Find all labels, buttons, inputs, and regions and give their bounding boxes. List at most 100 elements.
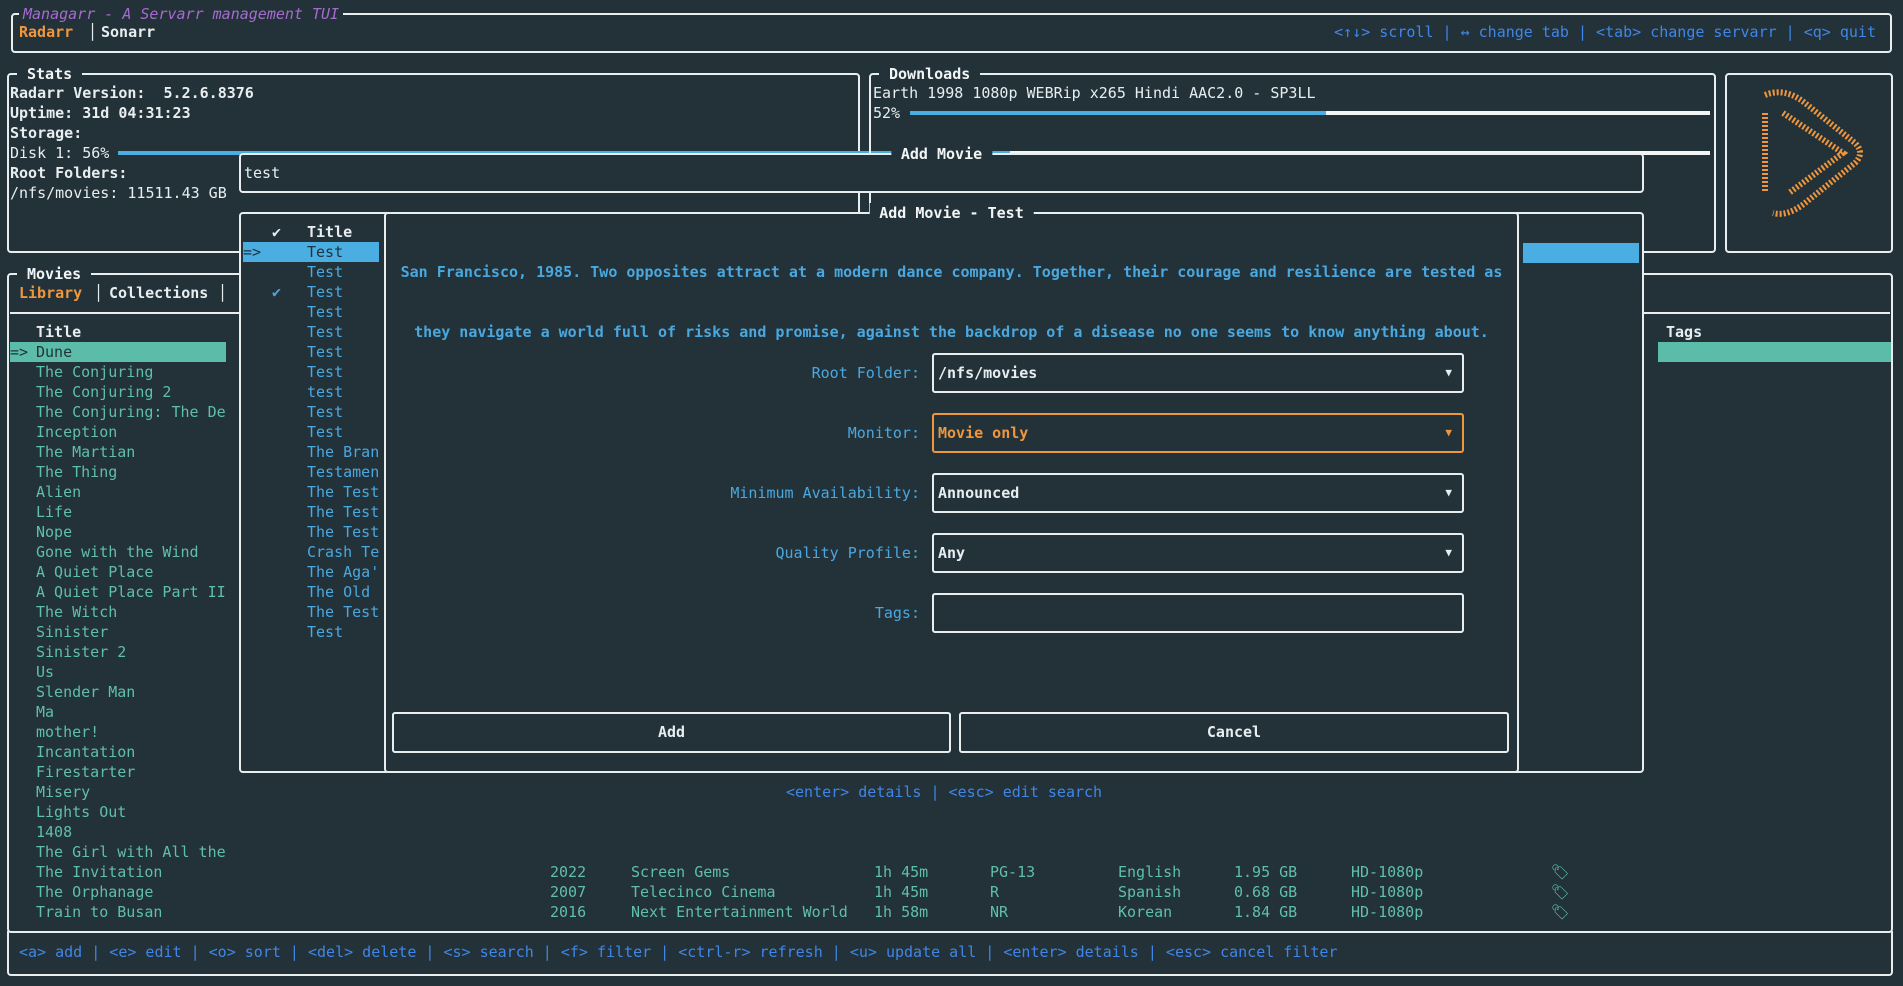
movie-list-item[interactable]: Life [10,502,226,522]
movie-list-item[interactable]: The Conjuring 2 [10,382,226,402]
result-item[interactable]: The Aga' [243,562,379,582]
movie-list-item[interactable]: A Quiet Place Part II [10,582,226,602]
movie-list-item[interactable]: Lights Out [10,802,226,822]
tab-divider: │ [88,23,98,41]
movie-list-item[interactable]: Misery [10,782,226,802]
movies-title: Movies [17,264,92,284]
movie-list-item[interactable]: => Dune [10,342,226,362]
movie-list-item[interactable]: Firestarter [10,762,226,782]
result-item[interactable]: Testamen [243,462,379,482]
result-title: Test [307,263,344,281]
cell-title: The Invitation [36,863,163,881]
movie-list-item[interactable]: Incantation [10,742,226,762]
result-item[interactable]: The Bran [243,442,379,462]
movie-list-item[interactable]: Inception [10,422,226,442]
version-label-text: Radarr Version: [10,84,146,102]
result-title: Test [307,323,344,341]
movie-list-item[interactable]: Us [10,662,226,682]
tab-sonarr[interactable]: Sonarr [101,23,156,41]
result-item[interactable]: Test [243,322,379,342]
root-folder-dropdown[interactable]: /nfs/movies ▼ [932,353,1464,393]
stats-title: Stats [17,64,83,84]
downloads-title: Downloads [879,64,981,84]
movie-title: Gone with the Wind [36,543,199,561]
movie-list-item[interactable]: The Martian [10,442,226,462]
column-check: ✔ [272,223,282,241]
header-panel: Managarr - A Servarr management TUI [11,4,1892,53]
add-button[interactable]: Add [392,712,951,753]
movie-title: Life [36,503,73,521]
movie-list-item[interactable]: The Thing [10,462,226,482]
movie-title: The Martian [36,443,136,461]
results-help: <enter> details | <esc> edit search [786,783,1103,801]
add-movie-modal: Add Movie - Test [384,203,1519,773]
result-item[interactable]: Test [243,262,379,282]
movie-list-item[interactable]: Slender Man [10,682,226,702]
result-title: Test [307,623,344,641]
result-item[interactable]: The Old [243,582,379,602]
quality-profile-value: Any [938,544,966,562]
tab-library[interactable]: Library [19,284,83,302]
movie-list-item[interactable]: Ma [10,702,226,722]
tab-radarr[interactable]: Radarr [19,23,74,41]
result-item[interactable]: Test [243,362,379,382]
movie-list-item[interactable]: 1408 [10,822,226,842]
result-title: Test [307,243,344,261]
result-title: The Test [307,603,379,621]
result-item[interactable]: Crash Te [243,542,379,562]
movie-title: The Girl with All the [36,843,226,861]
result-item[interactable]: test [243,382,379,402]
movie-list-item[interactable]: A Quiet Place [10,562,226,582]
search-input[interactable]: test [244,164,281,182]
movie-title: The Thing [36,463,118,481]
result-item[interactable]: The Test [243,522,379,542]
result-item[interactable]: Test [243,302,379,322]
field-label: Tags: [874,604,920,622]
movie-title: Ma [36,703,55,721]
movies-tab-divider: │ [94,284,104,302]
movie-list-item[interactable]: Nope [10,522,226,542]
cancel-button[interactable]: Cancel [959,712,1509,753]
result-item[interactable]: => Test [243,242,379,262]
result-item[interactable]: Test [243,422,379,442]
movie-title: Dune [36,343,73,361]
quality-profile-dropdown[interactable]: Any ▼ [932,533,1464,573]
cell-language: Spanish [1118,883,1182,901]
movie-list-item[interactable]: The Conjuring: The De [10,402,226,422]
movie-list-item[interactable]: mother! [10,722,226,742]
results-selected-right [1523,243,1639,263]
root-folder: /nfs/movies: 11511.43 GB [10,184,227,202]
monitor-dropdown[interactable]: Movie only ▼ [932,413,1464,453]
result-title: Test [307,283,344,301]
movie-list-item[interactable]: Alien [10,482,226,502]
movie-list-item[interactable]: Gone with the Wind [10,542,226,562]
movie-list-item[interactable]: Sinister 2 [10,642,226,662]
tags-input[interactable] [932,593,1464,633]
result-title: Test [307,363,344,381]
movie-list-item[interactable]: Sinister [10,622,226,642]
result-item[interactable]: Test [243,402,379,422]
cell-size: 0.68 GB [1234,883,1298,901]
minimum-availability-dropdown[interactable]: Announced ▼ [932,473,1464,513]
movie-title: Nope [36,523,73,541]
result-title: The Old [307,583,371,601]
movie-list-item[interactable]: The Girl with All the [10,842,226,862]
cell-year: 2022 [550,863,587,881]
cell-size: 1.84 GB [1234,903,1298,921]
tab-collections[interactable]: Collections [109,284,209,302]
movie-list-item[interactable]: The Conjuring [10,362,226,382]
result-item[interactable]: ✔ Test [243,282,379,302]
result-item[interactable]: Test [243,622,379,642]
result-title: Crash Te [307,543,379,561]
cell-year: 2016 [550,903,587,921]
movie-list-item[interactable]: The Witch [10,602,226,622]
result-item[interactable]: The Test [243,502,379,522]
field-label: Root Folder: [811,364,920,382]
result-item[interactable]: The Test [243,602,379,622]
result-item[interactable]: The Test [243,482,379,502]
monitor-value: Movie only [938,424,1029,442]
movie-title: The Conjuring 2 [36,383,172,401]
movie-title: Lights Out [36,803,127,821]
result-title: Test [307,303,344,321]
result-item[interactable]: Test [243,342,379,362]
